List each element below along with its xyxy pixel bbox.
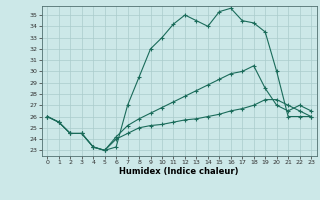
- X-axis label: Humidex (Indice chaleur): Humidex (Indice chaleur): [119, 167, 239, 176]
